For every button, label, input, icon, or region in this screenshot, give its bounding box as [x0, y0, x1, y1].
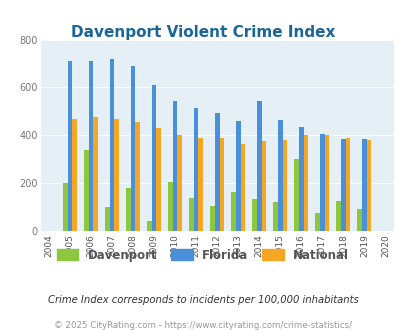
Bar [282, 140, 286, 231]
Bar [198, 138, 202, 231]
Bar [114, 118, 119, 231]
Bar [156, 128, 161, 231]
Text: Crime Index corresponds to incidents per 100,000 inhabitants: Crime Index corresponds to incidents per… [47, 295, 358, 305]
Bar [189, 197, 194, 231]
Text: © 2025 CityRating.com - https://www.cityrating.com/crime-statistics/: © 2025 CityRating.com - https://www.city… [54, 321, 351, 330]
Bar [173, 101, 177, 231]
Bar [84, 150, 89, 231]
Text: Davenport Violent Crime Index: Davenport Violent Crime Index [70, 25, 335, 40]
Bar [89, 61, 93, 231]
Bar [68, 61, 72, 231]
Bar [256, 101, 261, 231]
Bar [303, 135, 307, 231]
Bar [63, 183, 68, 231]
Bar [219, 138, 224, 231]
Bar [177, 135, 182, 231]
Bar [324, 135, 328, 231]
Bar [298, 127, 303, 231]
Bar [273, 202, 277, 231]
Bar [135, 122, 140, 231]
Bar [130, 66, 135, 231]
Bar [214, 113, 219, 231]
Bar [231, 191, 235, 231]
Bar [361, 139, 366, 231]
Legend: Davenport, Florida, National: Davenport, Florida, National [52, 244, 353, 266]
Bar [252, 199, 256, 231]
Bar [261, 141, 266, 231]
Bar [151, 85, 156, 231]
Bar [345, 138, 350, 231]
Bar [366, 140, 371, 231]
Bar [356, 210, 361, 231]
Bar [93, 117, 98, 231]
Bar [277, 120, 282, 231]
Bar [319, 134, 324, 231]
Bar [109, 59, 114, 231]
Bar [340, 139, 345, 231]
Bar [168, 182, 173, 231]
Bar [210, 206, 214, 231]
Bar [147, 221, 151, 231]
Bar [105, 207, 109, 231]
Bar [336, 201, 340, 231]
Bar [126, 188, 130, 231]
Bar [315, 213, 319, 231]
Bar [294, 159, 298, 231]
Bar [194, 108, 198, 231]
Bar [235, 121, 240, 231]
Bar [240, 144, 245, 231]
Bar [72, 118, 77, 231]
